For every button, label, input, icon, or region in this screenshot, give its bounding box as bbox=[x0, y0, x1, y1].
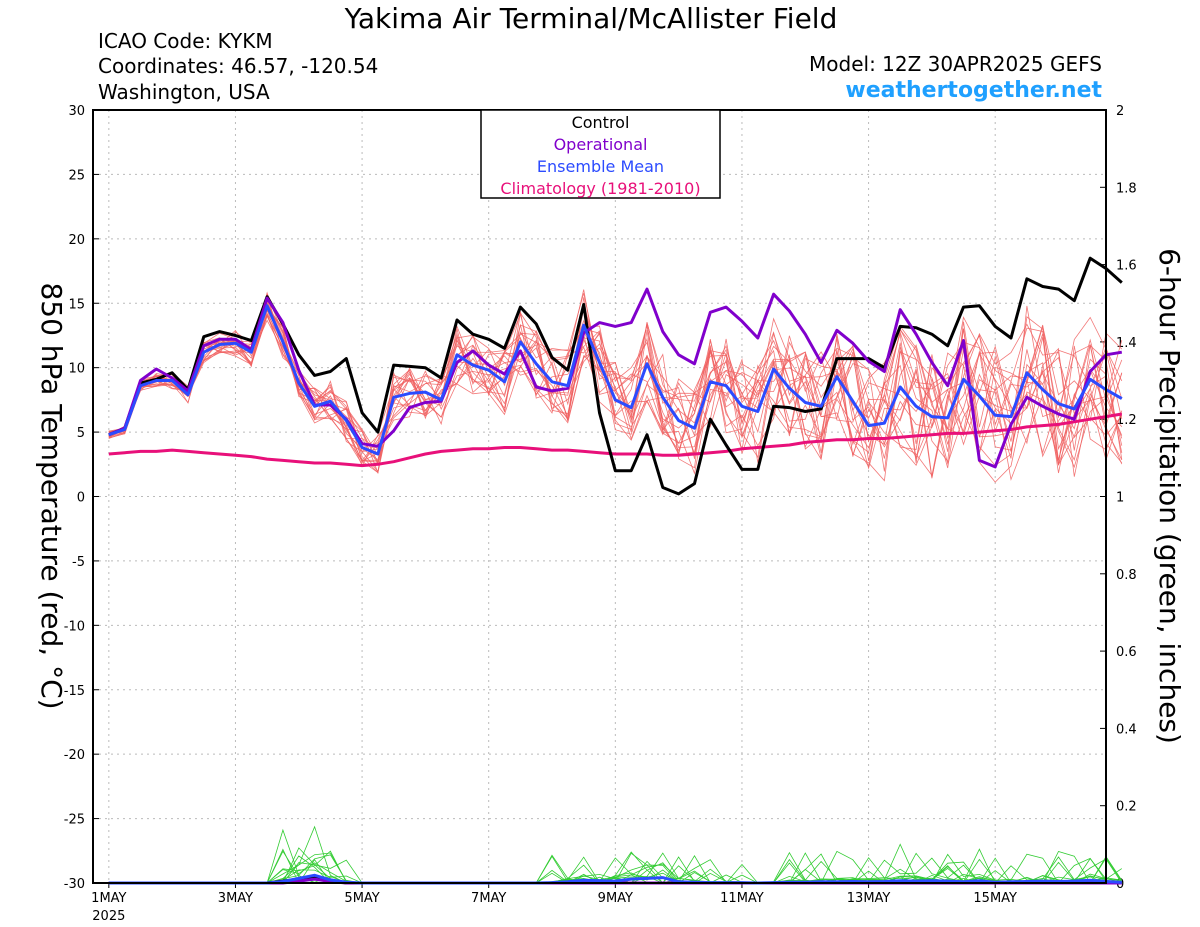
x-tick-label: 1MAY bbox=[91, 891, 126, 906]
x-tick-sublabel: 2025 bbox=[92, 909, 125, 924]
y-tick-label: -15 bbox=[64, 684, 85, 699]
x-tick-label: 7MAY bbox=[471, 891, 506, 906]
y2-axis-label: 6-hour Precipitation (green, inches) bbox=[1153, 248, 1186, 744]
y-tick-label: -10 bbox=[64, 619, 85, 634]
member-temp-line bbox=[108, 294, 1123, 469]
y-tick-label: -5 bbox=[72, 555, 85, 570]
y-tick-label: 20 bbox=[68, 233, 85, 248]
member-temp-line bbox=[108, 301, 1123, 466]
y2-tick-label: 1 bbox=[1116, 491, 1124, 506]
model-run: Model: 12Z 30APR2025 GEFS bbox=[809, 52, 1102, 76]
y-tick-label: -30 bbox=[64, 877, 85, 892]
y-tick-label: 10 bbox=[68, 362, 85, 377]
coordinates: Coordinates: 46.57, -120.54 bbox=[98, 54, 378, 78]
y2-tick-label: 1.6 bbox=[1116, 259, 1137, 274]
x-tick-label: 5MAY bbox=[344, 891, 379, 906]
y2-tick-label: 0.8 bbox=[1116, 568, 1137, 583]
legend-entry: Climatology (1981-2010) bbox=[500, 179, 700, 198]
member-precip-line bbox=[108, 850, 1122, 884]
icao-code: ICAO Code: KYKM bbox=[98, 29, 273, 53]
member-precip-line bbox=[108, 825, 1122, 884]
x-tick-label: 3MAY bbox=[218, 891, 253, 906]
legend-box bbox=[480, 109, 721, 199]
y2-tick-label: 0.6 bbox=[1116, 645, 1137, 660]
y2-tick-label: 1.8 bbox=[1116, 181, 1137, 196]
y2-tick-label: 2 bbox=[1116, 104, 1124, 119]
legend-entry: Operational bbox=[554, 135, 648, 154]
axis-ticks: 30 25 20 15 10 5 0 -5 -10 -15 -20 -25 -30 2 1.8 1.6 1.4 1… bbox=[64, 104, 1137, 924]
x-tick-label: 9MAY bbox=[598, 891, 633, 906]
legend-entry: Control bbox=[572, 113, 630, 132]
region: Washington, USA bbox=[98, 80, 270, 104]
y-tick-label: -20 bbox=[64, 748, 85, 763]
y-axis-label: 850 hPa Temperature (red, °C) bbox=[35, 282, 68, 709]
y2-tick-label: 1.4 bbox=[1116, 336, 1137, 351]
y-tick-label: 15 bbox=[68, 297, 85, 312]
operational-temp-line bbox=[108, 287, 1123, 469]
member-precip-line bbox=[108, 848, 1122, 884]
legend-entry: Ensemble Mean bbox=[537, 157, 664, 176]
legend: Control Operational Ensemble Mean Climatolo… bbox=[480, 109, 721, 199]
member-temp-line bbox=[108, 289, 1123, 477]
climatology-temp-line bbox=[108, 412, 1123, 468]
y-tick-label: 25 bbox=[68, 168, 85, 183]
chart-title: Yakima Air Terminal/McAllister Field bbox=[344, 2, 838, 35]
y-tick-label: 5 bbox=[77, 426, 85, 441]
site-link[interactable]: weathertogether.net bbox=[845, 78, 1102, 103]
y-tick-label: 0 bbox=[77, 491, 85, 506]
x-tick-label: 11MAY bbox=[720, 891, 764, 906]
y2-tick-label: 0.4 bbox=[1116, 722, 1137, 737]
y-tick-label: -25 bbox=[64, 813, 85, 828]
y-tick-label: 30 bbox=[68, 104, 85, 119]
x-tick-label: 13MAY bbox=[847, 891, 891, 906]
mean-temp-line bbox=[108, 304, 1123, 456]
y2-tick-label: 0.2 bbox=[1116, 800, 1137, 815]
x-tick-label: 15MAY bbox=[973, 891, 1017, 906]
